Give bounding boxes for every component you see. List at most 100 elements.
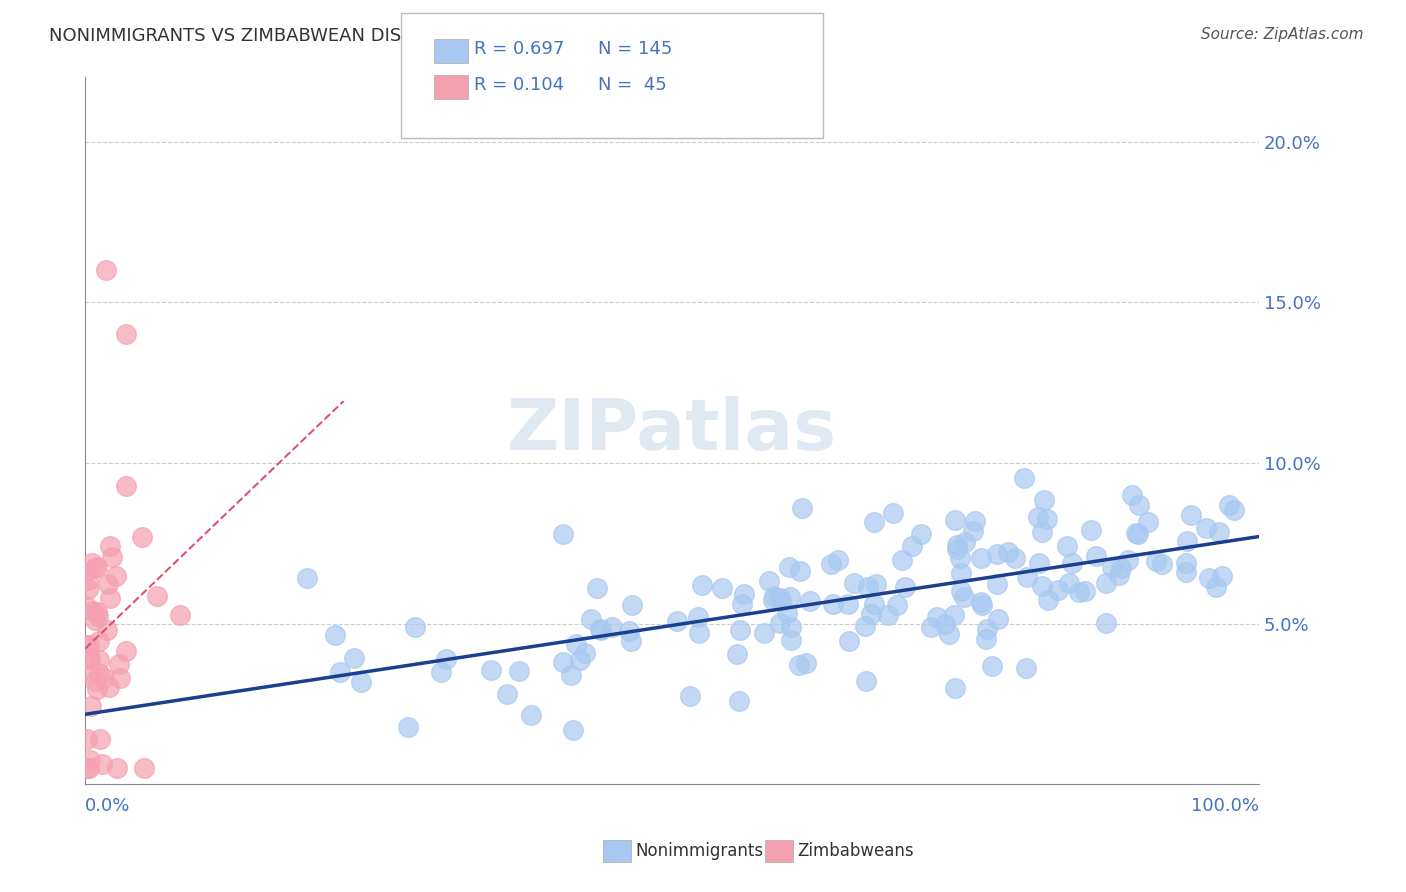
Point (1057, 575, 1080, 590)
Point (574, 646, 596, 660)
Point (925, 610, 948, 624)
Point (350, 675, 373, 690)
Point (787, 657, 810, 672)
Point (1109, 561, 1132, 575)
Point (87, 634, 110, 648)
Point (844, 575, 866, 590)
Point (790, 500, 813, 515)
Point (1012, 471, 1035, 485)
Point (600, 620, 623, 634)
Point (80, 557, 103, 571)
Point (620, 598, 643, 612)
Point (1180, 508, 1202, 522)
Point (728, 624, 751, 638)
Point (1033, 493, 1056, 508)
Point (404, 620, 426, 634)
Point (104, 569, 127, 583)
Point (1026, 509, 1049, 524)
Point (84, 674, 107, 689)
Point (943, 681, 966, 696)
Point (79, 753, 101, 767)
Point (115, 327, 138, 342)
Point (1198, 571, 1220, 585)
Point (823, 597, 845, 611)
Point (769, 594, 792, 608)
Point (997, 545, 1019, 559)
Point (131, 530, 153, 544)
Point (943, 513, 966, 527)
Point (1015, 661, 1038, 675)
Point (76, 761, 98, 775)
Point (894, 580, 917, 594)
Point (986, 576, 1008, 591)
Point (1074, 583, 1097, 598)
Point (619, 624, 641, 638)
Point (837, 598, 859, 612)
Point (1101, 559, 1123, 574)
Point (96, 577, 118, 591)
Text: ZIPatlas: ZIPatlas (508, 396, 837, 466)
Point (551, 655, 574, 669)
Point (79, 665, 101, 680)
Point (769, 615, 792, 630)
Point (1175, 534, 1198, 549)
Point (865, 577, 887, 591)
Point (949, 566, 972, 581)
Point (1218, 498, 1240, 512)
Point (1211, 569, 1233, 583)
Point (938, 627, 960, 641)
Point (145, 589, 167, 603)
Point (1125, 525, 1147, 540)
Point (779, 590, 801, 604)
Point (1208, 524, 1230, 539)
Point (794, 656, 817, 670)
Point (589, 622, 612, 636)
Point (1067, 585, 1090, 599)
Point (1223, 503, 1246, 517)
Point (77, 574, 100, 588)
Point (76, 582, 98, 597)
Point (934, 617, 956, 632)
Point (799, 594, 821, 608)
Point (1035, 512, 1057, 526)
Point (1108, 568, 1130, 582)
Point (679, 690, 702, 704)
Point (551, 527, 574, 541)
Point (856, 580, 879, 594)
Point (1152, 557, 1174, 571)
Point (1047, 582, 1070, 597)
Point (1056, 539, 1078, 553)
Point (342, 650, 364, 665)
Point (949, 584, 972, 599)
Point (910, 527, 932, 541)
Point (89, 665, 111, 680)
Point (1095, 615, 1118, 630)
Point (620, 634, 643, 648)
Text: NONIMMIGRANTS VS ZIMBABWEAN DISABILITY AGE 5 TO 17 CORRELATION CHART: NONIMMIGRANTS VS ZIMBABWEAN DISABILITY A… (49, 27, 789, 45)
Point (589, 623, 612, 637)
Point (730, 597, 752, 611)
Point (84, 613, 107, 627)
Point (329, 665, 352, 679)
Point (90, 757, 112, 772)
Point (75, 565, 97, 579)
Point (953, 590, 976, 604)
Point (953, 535, 976, 549)
Point (986, 547, 1008, 561)
Point (758, 574, 780, 589)
Point (86, 560, 108, 574)
Point (508, 665, 530, 679)
Point (495, 687, 517, 701)
Text: R = 0.697: R = 0.697 (474, 40, 564, 58)
Point (1144, 554, 1167, 568)
Text: Nonimmigrants: Nonimmigrants (636, 842, 763, 860)
Point (769, 591, 792, 605)
Point (1174, 565, 1197, 579)
Point (725, 647, 748, 661)
Point (1116, 553, 1139, 567)
Point (1004, 551, 1026, 566)
Point (882, 506, 904, 520)
Point (820, 557, 842, 571)
Point (690, 578, 713, 592)
Point (82, 604, 104, 618)
